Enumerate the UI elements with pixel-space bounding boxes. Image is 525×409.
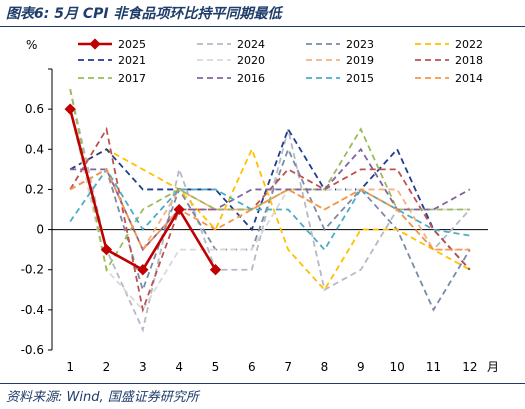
series-line-2016 (70, 147, 471, 252)
legend-label-2021: 2021 (118, 54, 146, 67)
axes: -0.6-0.4-0.200.20.40.61 2 3 4 5 6 7 8 9 10 11 12 (21, 68, 488, 374)
x-tick-label: 11 (426, 360, 441, 374)
series-line-2020 (69, 108, 470, 312)
x-tick-label: 8 (321, 360, 329, 374)
x-tick-label: 3 (139, 360, 147, 374)
legend-label-2024: 2024 (237, 38, 265, 51)
legend-label-2023: 2023 (346, 38, 374, 51)
legend-label-2025: 2025 (118, 38, 146, 51)
legend-label-2022: 2022 (455, 38, 483, 51)
data-point-marker-2025 (173, 203, 185, 216)
legend-label-2019: 2019 (346, 54, 374, 67)
y-tick-label: 0.2 (25, 182, 44, 196)
source-note: 资料来源: Wind, 国盛证券研究所 (6, 390, 199, 405)
series-line-2014 (69, 168, 470, 252)
data-point-marker-2025 (137, 264, 149, 276)
x-tick-label: 5 (212, 360, 220, 374)
y-tick-label: 0 (36, 223, 44, 237)
legend-label-2016: 2016 (237, 72, 265, 85)
y-tick-label: 0.6 (25, 102, 44, 116)
series-line-2015 (69, 167, 470, 252)
legend-label-2015: 2015 (346, 72, 374, 85)
x-tick-label: 7 (284, 360, 292, 374)
y-tick-label: -0.6 (21, 343, 44, 357)
y-axis-label: % (26, 38, 37, 52)
chart-title: 图表6: 5月 CPI 非食品项环比持平同期最低 (6, 6, 282, 22)
data-point-marker-2025 (209, 264, 222, 276)
x-tick-label: 2 (103, 360, 111, 374)
series-lines (64, 88, 471, 333)
legend-label-2018: 2018 (455, 54, 483, 67)
x-tick-label: 4 (175, 360, 183, 374)
legend-marker-2025 (89, 38, 101, 50)
x-tick-label: 6 (248, 360, 256, 374)
x-tick-label: 10 (390, 360, 405, 374)
title-divider (0, 26, 525, 27)
x-axis-unit-label: 月 (487, 360, 499, 374)
source-divider (0, 383, 525, 384)
x-tick-label: 9 (357, 360, 365, 374)
legend-label-2014: 2014 (455, 72, 483, 85)
series-line-2021 (69, 127, 471, 271)
y-tick-label: 0.4 (25, 142, 44, 156)
x-tick-label: 1 (66, 360, 74, 374)
y-tick-label: -0.4 (21, 303, 44, 317)
x-tick-label: 12 (462, 360, 477, 374)
legend-label-2020: 2020 (237, 54, 265, 67)
legend: 2025 2024 2023 2022 2021 2020 2019 2018 2017 2016… (78, 38, 483, 85)
legend-label-2017: 2017 (118, 72, 146, 85)
data-point-marker-2025 (100, 243, 113, 256)
y-tick-label: -0.2 (21, 263, 44, 277)
